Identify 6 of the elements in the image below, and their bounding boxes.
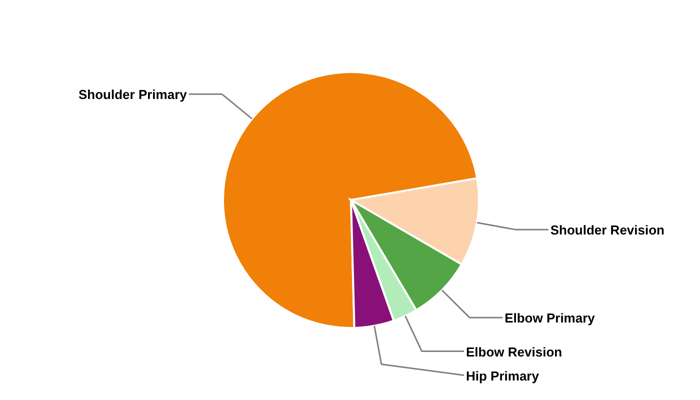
slice-label: Elbow Revision bbox=[466, 344, 562, 359]
slice-label: Hip Primary bbox=[466, 368, 540, 383]
slice-label: Elbow Primary bbox=[504, 310, 596, 326]
pie-slice bbox=[222, 71, 478, 329]
slice-label: Shoulder Primary bbox=[78, 86, 188, 102]
slice-label: Shoulder Revision bbox=[550, 222, 665, 238]
